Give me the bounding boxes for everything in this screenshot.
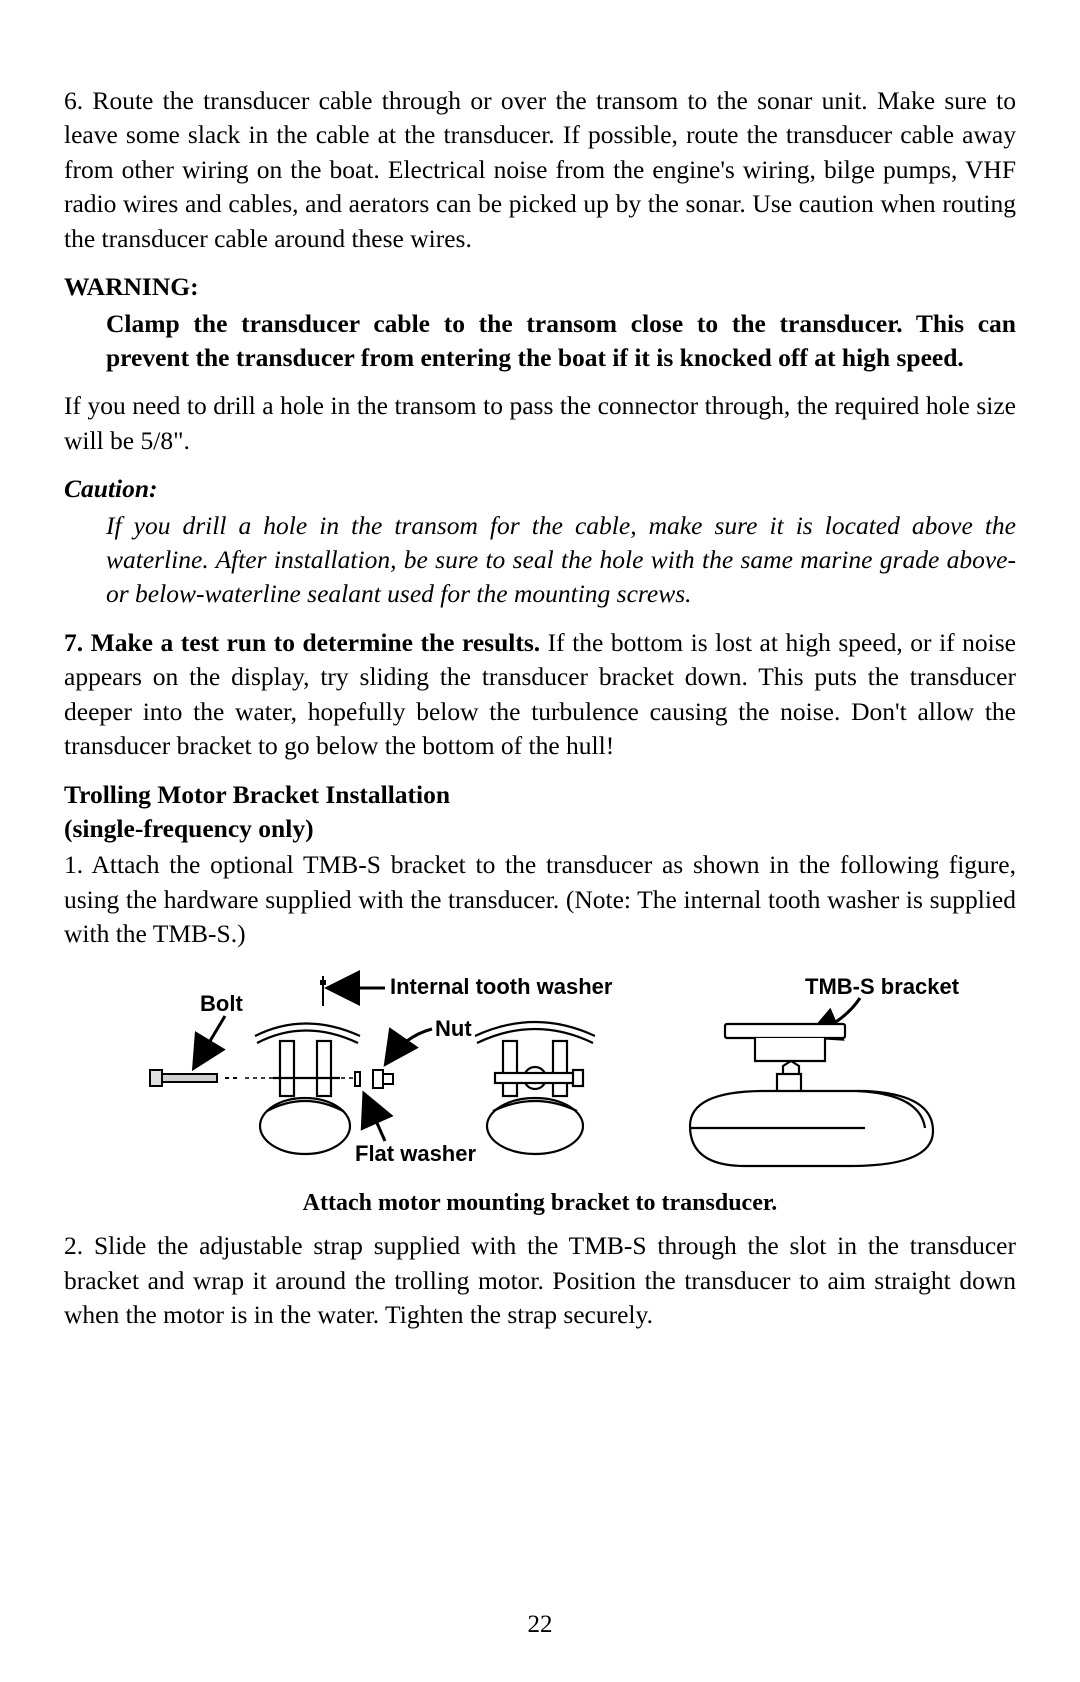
assembled-side <box>690 1024 933 1166</box>
section-heading-2: (single-frequency only) <box>64 812 1016 846</box>
assembled-front <box>475 1022 595 1154</box>
hole-note: If you need to drill a hole in the trans… <box>64 389 1016 458</box>
label-flat-washer: Flat washer <box>355 1141 476 1166</box>
figure-caption: Attach motor mounting bracket to transdu… <box>64 1187 1016 1219</box>
bolt-icon <box>150 1070 217 1086</box>
section-heading-1: Trolling Motor Bracket Installation <box>64 778 1016 812</box>
label-bolt: Bolt <box>200 991 243 1016</box>
exploded-assembly <box>255 1023 360 1154</box>
step-7-lead: 7. Make a test run to determine the resu… <box>64 628 540 657</box>
tmb-step-1: 1. Attach the optional TMB-S bracket to … <box>64 848 1016 951</box>
caution-heading: Caution: <box>64 472 1016 506</box>
label-nut: Nut <box>435 1016 472 1041</box>
label-tmb-bracket: TMB-S bracket <box>805 974 960 999</box>
caution-body: If you drill a hole in the transom for t… <box>64 509 1016 612</box>
label-tooth-washer: Internal tooth washer <box>390 974 613 999</box>
page-number: 22 <box>0 1608 1080 1642</box>
bracket-diagram: Bolt Internal tooth washer Nut Flat wash… <box>105 966 975 1181</box>
warning-heading: WARNING: <box>64 270 1016 304</box>
tmb-step-2: 2. Slide the adjustable strap supplied w… <box>64 1229 1016 1332</box>
warning-body: Clamp the transducer cable to the transo… <box>64 307 1016 376</box>
step-7-text: 7. Make a test run to determine the resu… <box>64 626 1016 764</box>
step-6-text: 6. Route the transducer cable through or… <box>64 84 1016 256</box>
